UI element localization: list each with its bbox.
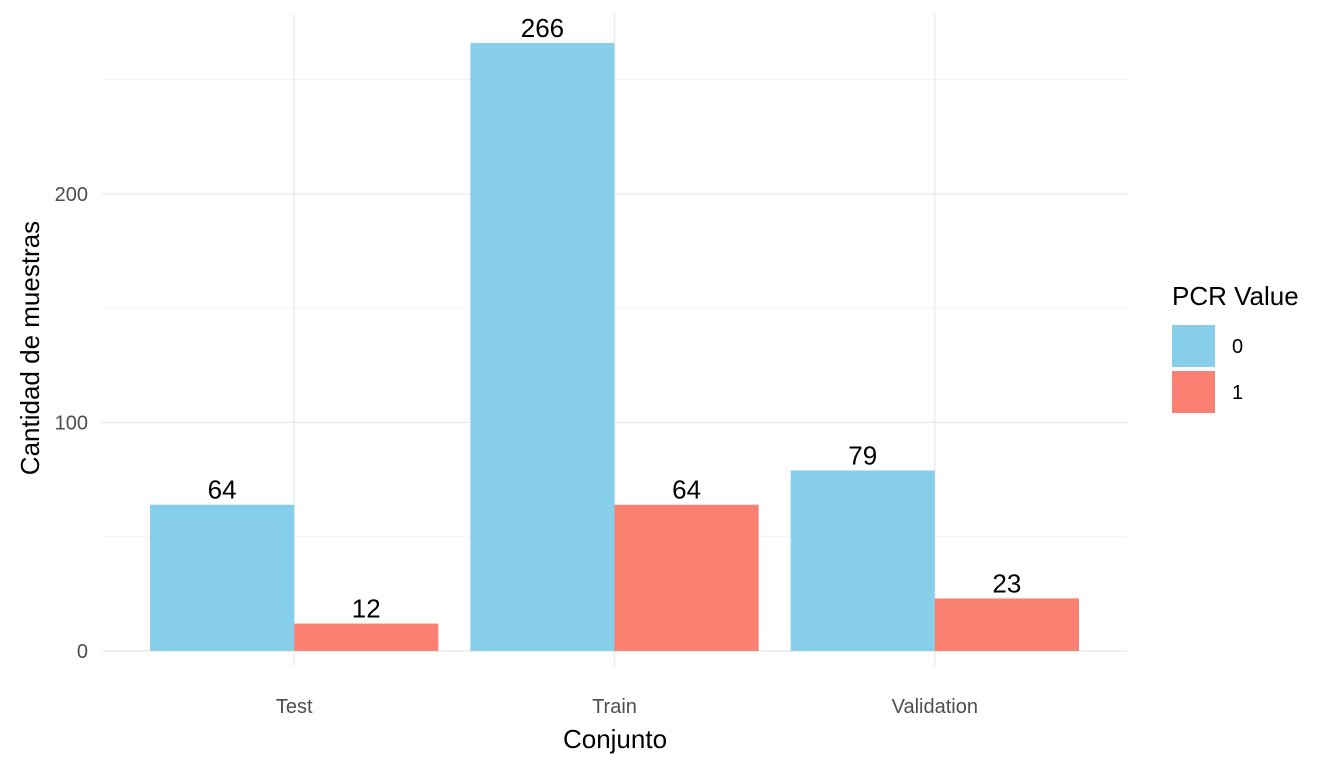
data-label: 64: [672, 475, 701, 505]
data-label: 12: [352, 594, 381, 624]
x-axis-title: Conjunto: [563, 724, 667, 754]
legend-key-1: [1172, 371, 1215, 413]
x-axis-ticks: Test Train Validation: [276, 696, 978, 718]
bar-validation-0: [790, 470, 935, 651]
bar-test-1: [294, 623, 439, 651]
data-labels: 64 12 266 64 79 23: [208, 13, 1022, 624]
legend-label: 1: [1232, 382, 1243, 404]
legend-label: 0: [1232, 336, 1243, 358]
y-axis-ticks: 0 100 200: [55, 184, 88, 663]
data-label: 64: [208, 475, 237, 505]
bar-test-0: [150, 504, 295, 651]
y-axis-title: Cantidad de muestras: [15, 221, 45, 475]
data-label: 79: [848, 440, 877, 470]
x-tick-label: Test: [276, 696, 313, 718]
y-tick-label: 200: [55, 184, 88, 206]
legend: PCR Value 0 1: [1172, 281, 1299, 413]
data-label: 23: [992, 568, 1021, 598]
x-tick-label: Train: [592, 696, 637, 718]
data-label: 266: [521, 13, 564, 43]
bars: [150, 43, 1079, 651]
legend-key-0: [1172, 325, 1215, 367]
bar-train-0: [470, 43, 615, 651]
y-tick-label: 100: [55, 412, 88, 434]
bar-train-1: [614, 504, 759, 651]
y-tick-label: 0: [77, 641, 88, 663]
bar-validation-1: [934, 598, 1079, 651]
x-tick-label: Validation: [892, 696, 978, 718]
legend-title: PCR Value: [1172, 281, 1299, 311]
